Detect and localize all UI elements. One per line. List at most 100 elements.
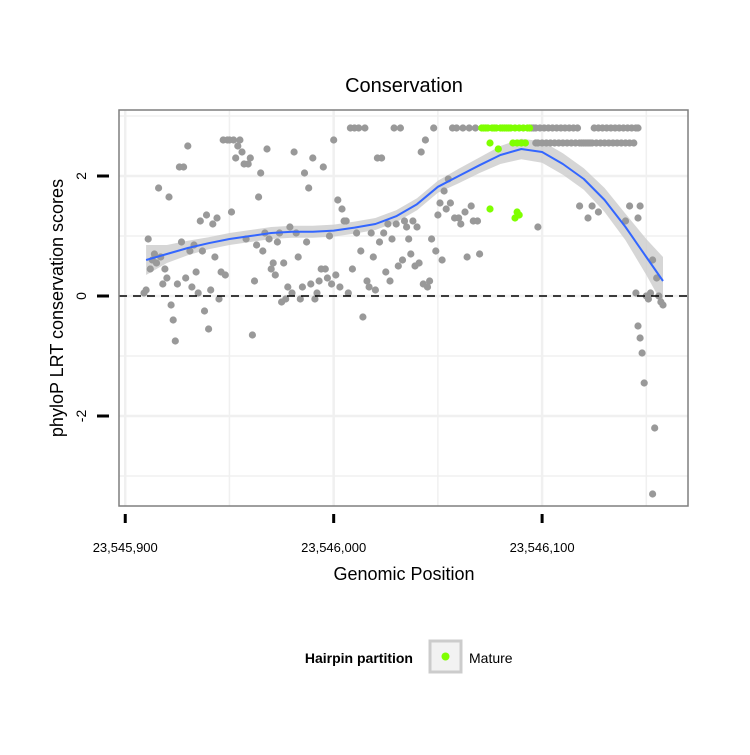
data-point — [396, 124, 404, 132]
data-point — [630, 139, 638, 147]
data-point — [236, 136, 244, 144]
smooth-line — [145, 148, 664, 282]
data-point — [155, 184, 163, 192]
data-point — [573, 124, 582, 132]
data-point — [473, 217, 482, 225]
data-point — [286, 223, 294, 231]
data-point — [313, 289, 321, 297]
data-point — [194, 289, 202, 297]
data-point — [384, 220, 392, 228]
data-point — [248, 331, 256, 339]
plot-border — [118, 109, 689, 507]
data-point — [390, 124, 398, 132]
data-point — [636, 334, 644, 342]
data-point — [334, 196, 342, 204]
data-point — [388, 235, 396, 243]
data-point — [413, 223, 421, 231]
data-point — [646, 289, 655, 297]
data-point — [165, 193, 173, 201]
data-point — [330, 136, 338, 144]
data-point — [392, 220, 400, 228]
data-point — [461, 208, 469, 216]
data-point — [588, 202, 596, 210]
data-point — [584, 214, 592, 222]
data-point — [171, 337, 179, 345]
data-point — [644, 295, 653, 303]
data-point — [457, 220, 465, 228]
data-point — [271, 271, 279, 279]
data-point — [303, 238, 311, 246]
data-point — [282, 295, 290, 303]
data-point — [634, 322, 642, 330]
data-point — [369, 253, 377, 261]
data-point — [177, 238, 186, 246]
data-point — [430, 124, 438, 132]
data-point — [417, 148, 425, 156]
data-point — [273, 238, 281, 246]
data-point — [355, 124, 363, 132]
data-point — [405, 235, 413, 243]
data-point — [415, 259, 423, 267]
data-point — [634, 214, 642, 222]
data-point — [144, 235, 152, 243]
data-point — [259, 247, 267, 255]
data-point — [398, 256, 407, 264]
axes: 23,545,900 23,546,000 23,546,100 -2 0 2 — [73, 172, 575, 555]
data-point — [438, 256, 446, 264]
data-point — [300, 169, 309, 177]
data-point — [202, 211, 211, 219]
data-point — [636, 202, 644, 210]
data-point — [319, 163, 327, 171]
data-point — [446, 199, 454, 207]
data-point — [192, 268, 200, 276]
data-point — [146, 265, 154, 273]
data-point-mature — [515, 211, 523, 219]
data-point — [267, 265, 275, 273]
data-point — [159, 280, 167, 288]
y-axis-label: phyloP LRT conservation scores — [47, 179, 67, 437]
data-point — [196, 217, 204, 225]
data-point-mature — [486, 139, 494, 147]
data-point-mature — [526, 124, 534, 132]
data-point — [421, 136, 429, 144]
data-point — [227, 208, 236, 216]
data-point — [336, 283, 344, 291]
data-point — [246, 154, 254, 162]
data-point — [296, 295, 304, 303]
data-point — [365, 283, 373, 291]
data-point — [211, 253, 219, 261]
data-point — [467, 202, 475, 210]
data-point — [440, 187, 448, 195]
data-point — [290, 148, 298, 156]
data-point — [459, 124, 467, 132]
data-point — [428, 235, 436, 243]
data-point — [394, 262, 402, 270]
data-point — [315, 277, 323, 285]
data-point — [305, 184, 313, 192]
data-point — [173, 280, 181, 288]
data-point — [215, 295, 223, 303]
data-point — [649, 490, 657, 498]
legend: Hairpin partition Mature — [305, 639, 513, 674]
data-point — [263, 145, 271, 153]
data-point — [142, 286, 150, 294]
data-point-mature — [494, 145, 502, 153]
chart-title: Conservation — [345, 75, 463, 97]
data-point — [294, 253, 302, 261]
data-point — [284, 283, 292, 291]
data-point-mature — [521, 139, 530, 147]
data-point — [163, 274, 171, 282]
data-point — [432, 247, 440, 255]
data-point — [207, 286, 215, 294]
plot-area: 23,545,900 23,546,000 23,546,100 -2 0 2 — [73, 109, 689, 555]
data-point — [253, 241, 261, 249]
legend-key-mature-dot — [441, 652, 450, 661]
data-point — [161, 265, 169, 273]
data-point — [221, 271, 229, 279]
x-tick-label: 23,546,100 — [510, 540, 575, 555]
data-point — [359, 313, 367, 321]
data-point — [167, 301, 175, 309]
data-point — [632, 289, 640, 297]
data-point — [298, 283, 306, 291]
